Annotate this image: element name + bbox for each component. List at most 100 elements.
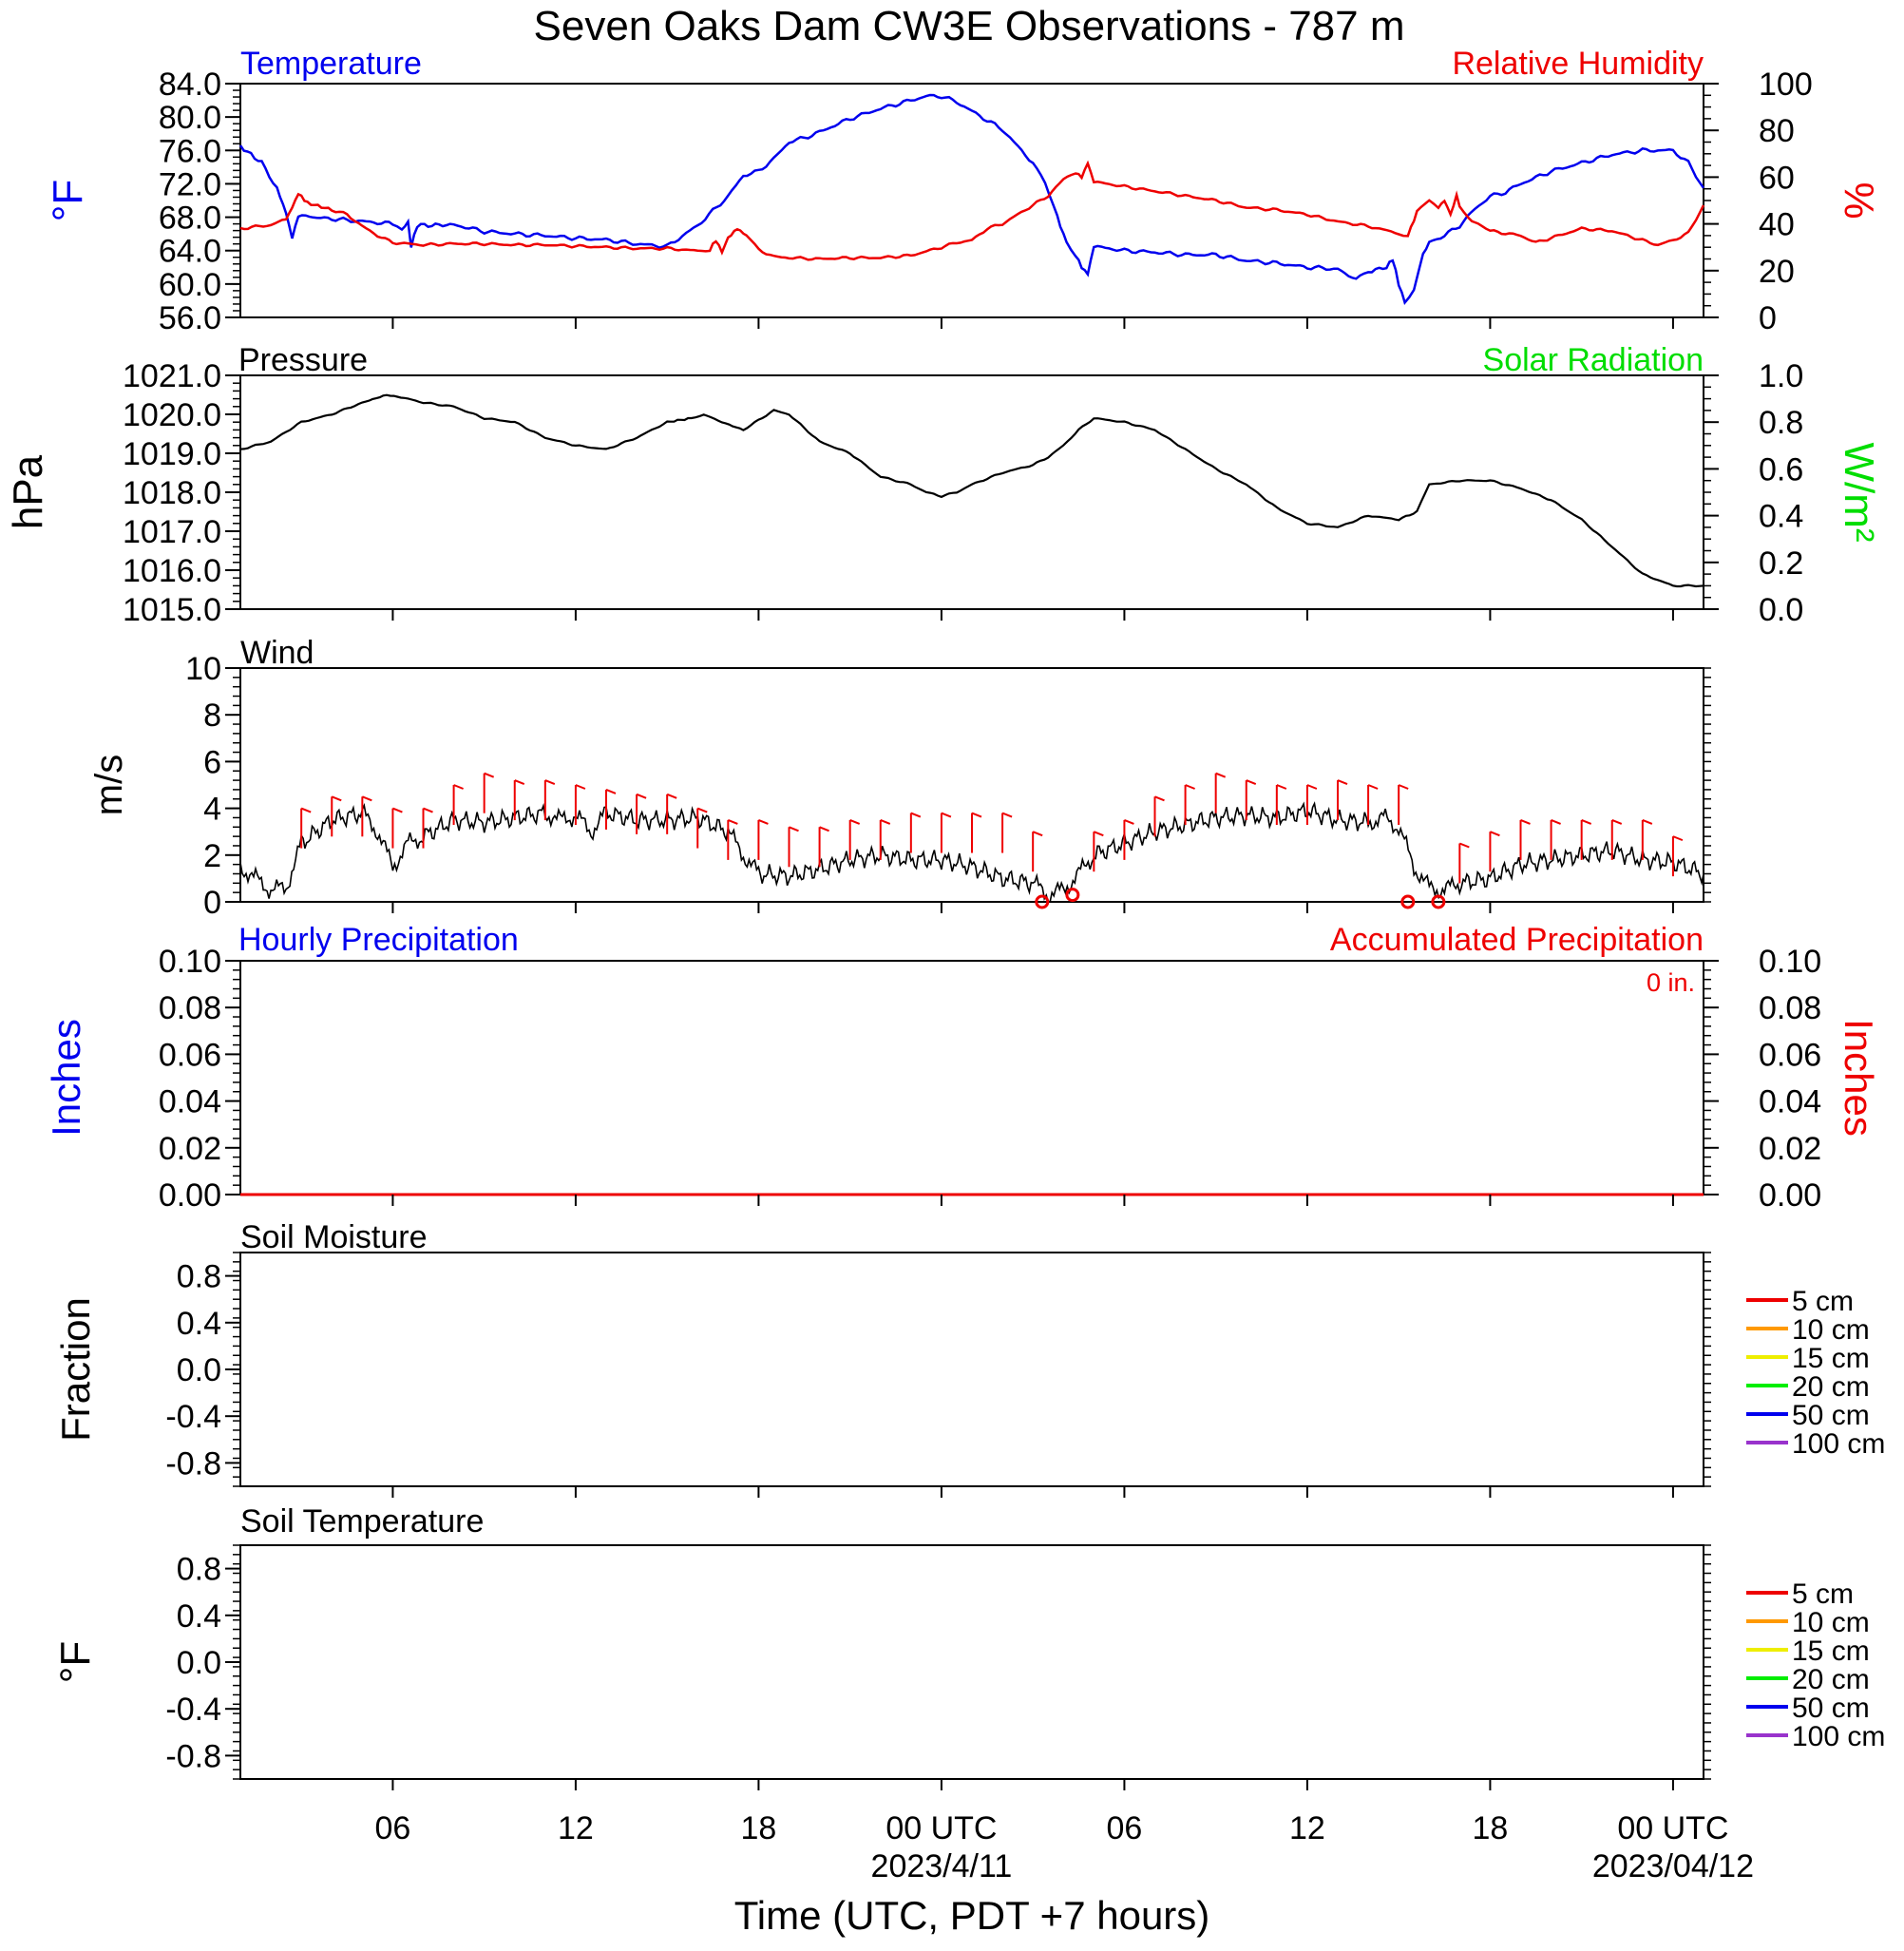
hourly-precip-axis-label: Inches [44, 1019, 88, 1137]
wind-barb-flag [727, 818, 738, 825]
wind-barb-flag [819, 826, 829, 832]
left-tick-label: 0.10 [159, 944, 221, 980]
wind-barb-flag [1520, 818, 1531, 825]
soil-temperature-tick-labels: -0.8 -0.4 0.0 0.4 0.8 [165, 1544, 240, 1780]
time-tick-label: 00 UTC [885, 1810, 997, 1846]
left-tick-label: 84.0 [159, 67, 221, 103]
panel-frame [239, 1544, 1704, 1780]
panel-pressure-solar: Pressure Solar Radiation hPa W/m² 1015.0… [5, 342, 1882, 628]
temperature-tick-labels: 56.060.064.068.072.076.080.084.0 [159, 67, 240, 336]
left-tick-label: 8 [203, 698, 221, 734]
time-tick-label: 12 [1289, 1810, 1325, 1846]
wind-barb-flag [1581, 818, 1592, 825]
wind-barb-flag [1337, 779, 1348, 786]
wind-barb-flag [453, 784, 464, 790]
wind-barb-flag [1032, 831, 1043, 837]
wind-barb-flag [1093, 831, 1104, 837]
time-tick-label: 06 [375, 1810, 411, 1846]
legend-label: 5 cm [1792, 1286, 1854, 1317]
wind-barb-flag [361, 795, 372, 802]
panel-frame [239, 960, 1704, 1195]
wind-barb-flag [910, 812, 922, 818]
wind-barb-flag [941, 812, 952, 818]
calm-wind-marker [1431, 894, 1446, 909]
wind-speed-line [239, 801, 1704, 903]
legend-label: 100 cm [1792, 1428, 1885, 1460]
soil-temperature-title: Soil Temperature [240, 1503, 484, 1540]
wind-barb-flag [1642, 818, 1653, 825]
wind-axis-label: m/s [88, 755, 130, 815]
humidity-title: Relative Humidity [1452, 46, 1704, 82]
wind-barb-flag [484, 772, 495, 778]
right-tick-label: 0.02 [1759, 1131, 1821, 1167]
legend-label: 10 cm [1792, 1607, 1870, 1638]
legend-label: 10 cm [1792, 1314, 1870, 1346]
left-tick-label: 0.04 [159, 1084, 221, 1120]
wind-barb-flag [423, 807, 433, 813]
wind-barb-flag [1215, 772, 1227, 778]
left-tick-label: 10 [185, 651, 221, 687]
humidity-tick-labels: 0 20 40 60 80 100 [1704, 67, 1813, 336]
left-tick-label: 0.0 [177, 1352, 221, 1388]
panel-frame [239, 83, 1704, 318]
legend-label: 15 cm [1792, 1635, 1870, 1667]
time-tick-label: 00 UTC [1617, 1810, 1728, 1846]
wind-barb-flag [514, 779, 525, 786]
right-tick-label: 0.10 [1759, 944, 1821, 980]
left-tick-label: 72.0 [159, 166, 221, 202]
wind-barb-flag [1398, 784, 1409, 790]
panel-frame [239, 374, 1704, 610]
solar-title: Solar Radiation [1483, 342, 1704, 378]
left-tick-label: -0.8 [165, 1445, 221, 1482]
time-axis-ticks [391, 317, 1674, 1790]
left-tick-label: 0 [203, 885, 221, 921]
right-tick-label: 0.00 [1759, 1177, 1821, 1214]
right-tick-label: 0.06 [1759, 1037, 1821, 1073]
left-tick-label: 1020.0 [123, 397, 221, 433]
soil-moisture-title: Soil Moisture [240, 1219, 428, 1255]
wind-barb-flag [1246, 779, 1257, 786]
right-tick-label: 100 [1759, 67, 1813, 103]
calm-wind-marker [1035, 894, 1050, 909]
humidity-line [239, 160, 1705, 261]
right-tick-label: 40 [1759, 207, 1795, 243]
legend-label: 15 cm [1792, 1343, 1870, 1374]
temperature-title: Temperature [240, 46, 422, 82]
wind-barb-flag [1001, 812, 1013, 818]
time-tick-label: 18 [741, 1810, 777, 1846]
accum-precip-axis-label: Inches [1837, 1019, 1881, 1137]
wind-barb-flag [392, 807, 403, 813]
panel-soil-moisture: Soil Moisture Fraction -0.8 -0.4 0.0 0.4 0.8… [53, 1219, 1885, 1487]
left-tick-label: 0.8 [177, 1552, 221, 1588]
temperature-axis-label: °F [45, 180, 91, 221]
wind-barb-flag [666, 793, 677, 799]
left-tick-label: 1015.0 [123, 592, 221, 628]
wind-barb-flag [575, 784, 586, 790]
left-tick-label: 1021.0 [123, 358, 221, 394]
legend-label: 50 cm [1792, 1693, 1870, 1724]
left-tick-label: 1017.0 [123, 514, 221, 550]
humidity-axis-label: % [1836, 182, 1882, 219]
left-tick-label: 0.08 [159, 990, 221, 1026]
legend-label: 100 cm [1792, 1721, 1885, 1752]
right-tick-label: 0.6 [1759, 451, 1803, 488]
solar-axis-label: W/m² [1836, 442, 1882, 542]
left-tick-label: -0.8 [165, 1738, 221, 1774]
right-tick-label: 20 [1759, 254, 1795, 290]
right-tick-label: 0.0 [1759, 592, 1803, 628]
hourly-precip-title: Hourly Precipitation [238, 922, 519, 958]
left-tick-label: 0.8 [177, 1259, 221, 1295]
left-tick-label: 2 [203, 838, 221, 874]
wind-barb-flag [1611, 818, 1623, 825]
left-tick-label: 0.4 [177, 1598, 221, 1635]
wind-barb-flag [1458, 842, 1470, 849]
pressure-tick-labels: 1015.01016.01017.01018.01019.01020.01021… [123, 358, 240, 628]
left-tick-label: 1016.0 [123, 553, 221, 589]
pressure-line [239, 393, 1704, 588]
accum-precip-total: 0 in. [1647, 968, 1695, 997]
wind-barb-flag [1185, 784, 1195, 790]
left-tick-label: 1018.0 [123, 475, 221, 511]
